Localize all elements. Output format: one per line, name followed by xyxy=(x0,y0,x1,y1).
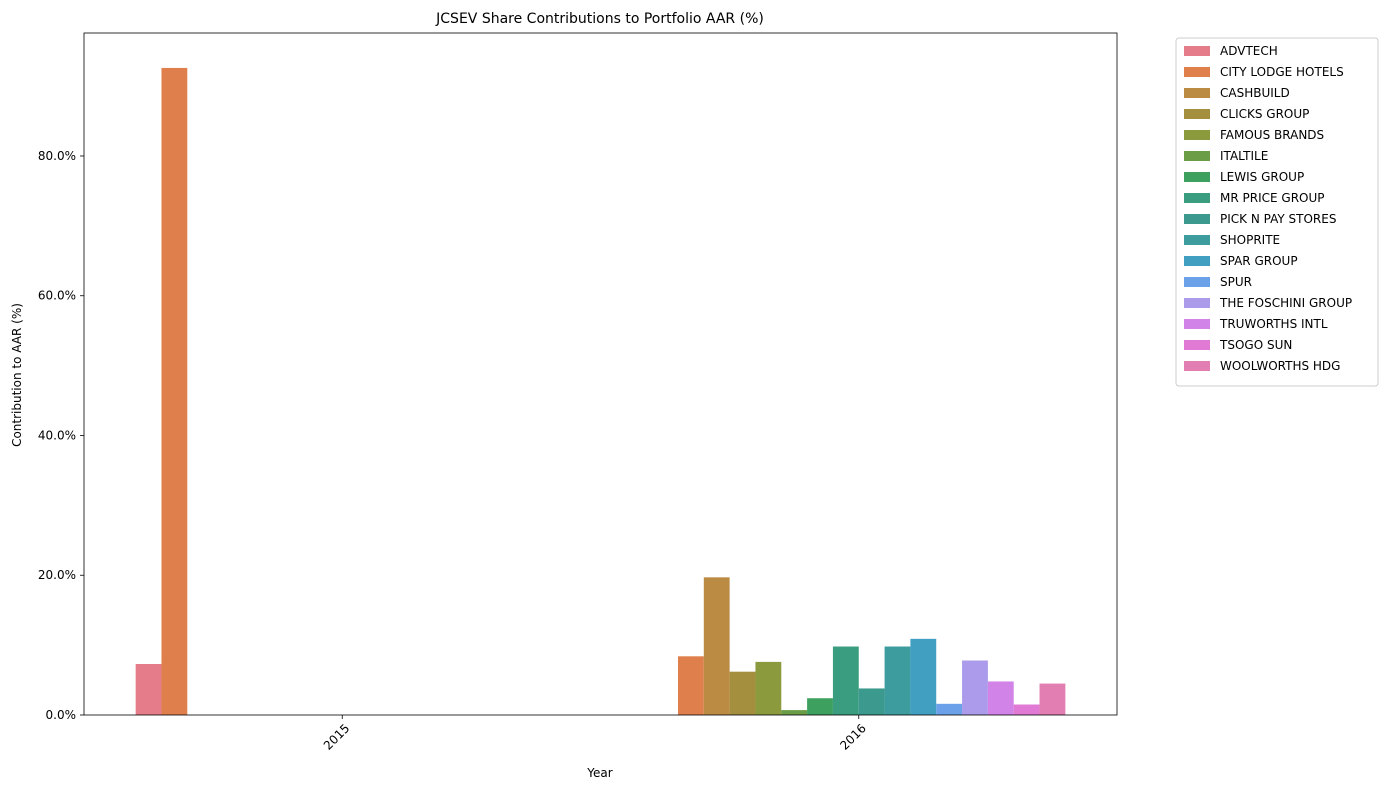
legend-swatch xyxy=(1184,67,1210,77)
legend-swatch xyxy=(1184,88,1210,98)
bar xyxy=(936,703,963,715)
bar xyxy=(1013,704,1040,715)
legend-label: LEWIS GROUP xyxy=(1220,170,1304,184)
legend-swatch xyxy=(1184,256,1210,266)
legend-label: TRUWORTHS INTL xyxy=(1219,317,1328,331)
legend: ADVTECH CITY LODGE HOTELS CASHBUILD CLICKS … xyxy=(1175,37,1379,387)
x-tick-label: 2016 xyxy=(837,721,868,752)
legend-label: SPUR xyxy=(1220,275,1252,289)
bar xyxy=(135,663,162,715)
legend-swatch xyxy=(1184,151,1210,161)
bar xyxy=(1039,683,1066,715)
bar xyxy=(884,646,911,715)
x-tick-label: 2015 xyxy=(321,721,352,752)
legend-label: THE FOSCHINI GROUP xyxy=(1219,296,1352,310)
legend-swatch xyxy=(1184,277,1210,287)
legend-swatch xyxy=(1184,235,1210,245)
legend-swatch xyxy=(1184,298,1210,308)
legend-label: CASHBUILD xyxy=(1220,86,1290,100)
bar xyxy=(161,67,188,715)
y-tick-label: 80.0% xyxy=(38,149,76,163)
legend-label: CLICKS GROUP xyxy=(1220,107,1309,121)
bar xyxy=(755,661,782,715)
bar xyxy=(703,577,730,715)
legend-frame xyxy=(1175,37,1379,387)
bar xyxy=(729,671,756,715)
legend-swatch xyxy=(1184,130,1210,140)
legend-swatch xyxy=(1184,46,1210,56)
legend-label: ADVTECH xyxy=(1220,44,1278,58)
legend-label: SHOPRITE xyxy=(1220,233,1280,247)
legend-label: SPAR GROUP xyxy=(1220,254,1298,268)
x-axis-label: Year xyxy=(586,766,612,780)
legend-label: TSOGO SUN xyxy=(1219,338,1292,352)
legend-label: CITY LODGE HOTELS xyxy=(1220,65,1344,79)
legend-swatch xyxy=(1184,193,1210,203)
bar xyxy=(781,710,808,715)
legend-label: MR PRICE GROUP xyxy=(1220,191,1325,205)
legend-label: PICK N PAY STORES xyxy=(1220,212,1336,226)
y-tick-label: 60.0% xyxy=(38,289,76,303)
chart-title: JCSEV Share Contributions to Portfolio A… xyxy=(435,11,764,27)
legend-label: WOOLWORTHS HDG xyxy=(1220,359,1340,373)
legend-swatch xyxy=(1184,172,1210,182)
bar xyxy=(987,681,1014,715)
bar xyxy=(807,698,833,715)
y-tick-label: 40.0% xyxy=(38,428,76,442)
bar xyxy=(677,656,704,715)
legend-swatch xyxy=(1184,340,1210,350)
legend-swatch xyxy=(1184,214,1210,224)
plot-area: 0.0% 20.0% 40.0% 60.0% 80.0% 2015 2016 xyxy=(38,32,1118,753)
bar xyxy=(962,660,988,715)
y-tick-label: 20.0% xyxy=(38,568,76,582)
y-axis-label: Contribution to AAR (%) xyxy=(10,303,24,447)
legend-label: ITALTILE xyxy=(1220,149,1268,163)
y-tick-label: 0.0% xyxy=(46,708,77,722)
legend-swatch xyxy=(1184,361,1210,371)
legend-swatch xyxy=(1184,319,1210,329)
bar xyxy=(832,646,859,715)
bar xyxy=(858,688,885,715)
legend-label: FAMOUS BRANDS xyxy=(1220,128,1324,142)
legend-swatch xyxy=(1184,109,1210,119)
plot-frame xyxy=(83,32,1118,716)
bar xyxy=(910,638,937,715)
